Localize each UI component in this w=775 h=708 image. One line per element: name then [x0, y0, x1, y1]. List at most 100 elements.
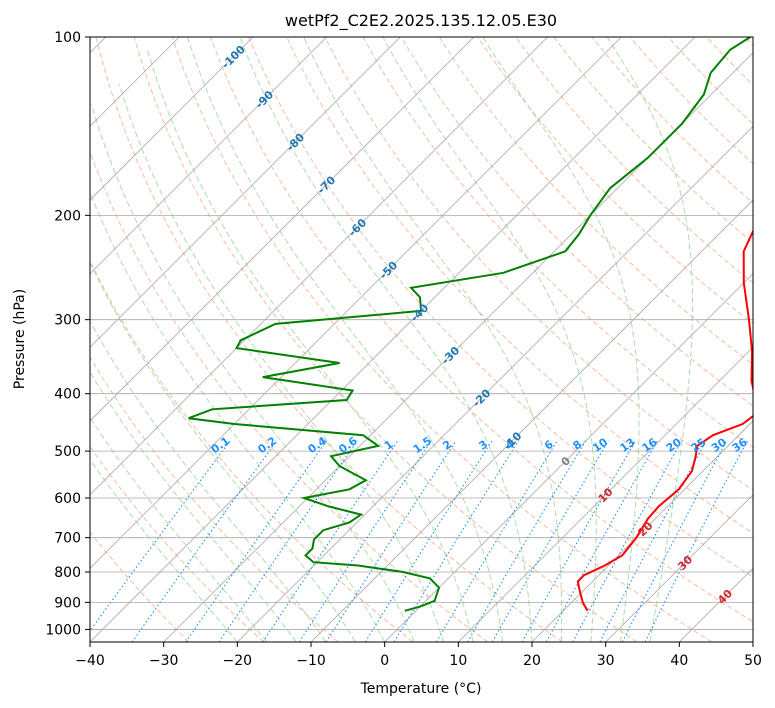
dry-adiabat [477, 37, 753, 325]
dry-adiabat [133, 37, 638, 642]
mixing-ratio-label: 8 [571, 438, 585, 453]
isotherm-label: 10 [596, 485, 616, 505]
moist-adiabat [482, 37, 640, 642]
mixing-ratio-label: 0.1 [209, 434, 232, 456]
y-axis-label: Pressure (hPa) [12, 289, 28, 389]
dry-adiabat [553, 37, 753, 244]
isotherm-label: -80 [284, 131, 307, 154]
mixing-ratio-line [90, 440, 231, 632]
isotherm-line [90, 37, 696, 642]
mixing-ratio-label: 16 [640, 435, 660, 455]
dry-adiabat [90, 150, 488, 642]
x-tick-label: 50 [744, 653, 762, 669]
moist-adiabat [382, 37, 597, 642]
y-tick-label: 200 [54, 208, 81, 224]
mixing-ratio-label: 1 [382, 438, 396, 453]
isotherm-line [90, 37, 401, 348]
isotherm-line [605, 494, 753, 642]
mixing-ratio-line [393, 440, 520, 642]
isotherm-line [90, 37, 254, 201]
moist-adiabat [606, 37, 694, 642]
moist-adiabat [90, 458, 238, 642]
dry-adiabat [90, 445, 264, 642]
mixing-ratio-line [572, 440, 683, 642]
mixing-ratio-line [262, 440, 399, 642]
mixing-ratio-line [325, 440, 457, 642]
mixing-ratio-label: 36 [730, 435, 750, 455]
mixing-ratio-line [545, 440, 659, 642]
isotherm-line [531, 420, 753, 642]
mixing-ratio-label: 2 [440, 438, 454, 453]
dry-adiabat [668, 37, 753, 125]
plot-frame [89, 36, 754, 643]
mixing-ratio-line [644, 440, 748, 642]
isotherm-label: -50 [377, 259, 400, 282]
isotherm-label: -20 [470, 386, 493, 409]
x-tick-label: −40 [75, 653, 105, 669]
isotherm-line [90, 37, 622, 569]
dry-adiabat [90, 531, 190, 642]
moist-adiabat [90, 261, 356, 642]
mixing-ratio-line [435, 440, 558, 642]
isotherm-line [752, 641, 753, 642]
isotherm-line [310, 199, 753, 642]
x-tick-label: 10 [449, 653, 467, 669]
dry-adiabat [706, 37, 753, 86]
isotherm-line [90, 37, 327, 275]
dry-adiabat [90, 356, 339, 642]
mixing-ratio-label: 1.5 [411, 434, 434, 456]
mixing-ratio-line [298, 440, 432, 642]
moist-adiabat [90, 416, 268, 642]
dewpoint-profile [188, 37, 751, 612]
x-tick-label: −10 [296, 653, 326, 669]
dry-adiabat [401, 37, 753, 407]
isotherm-label: -60 [346, 216, 369, 239]
dry-adiabat [248, 37, 753, 578]
profile-lines [188, 37, 753, 612]
dry-adiabat [210, 37, 753, 623]
dry-adiabat [172, 37, 712, 642]
x-tick-label: 40 [670, 653, 688, 669]
x-tick-label: 20 [523, 653, 541, 669]
x-axis-label: Temperature (°C) [360, 681, 482, 697]
temperature-profile [576, 228, 753, 612]
mixing-ratio-label: 0.4 [306, 434, 330, 456]
y-tick-label: 1000 [45, 622, 81, 638]
moist-adiabat [90, 370, 297, 642]
mixing-ratio-label: 30 [709, 435, 729, 455]
x-tick-label: 30 [597, 653, 615, 669]
moist-adiabat [146, 49, 474, 642]
isotherm-line [237, 125, 753, 642]
y-tick-label: 900 [54, 595, 81, 611]
mixing-ratio-line [467, 440, 587, 642]
y-tick-label: 100 [54, 30, 81, 46]
mixing-ratio-line [218, 440, 358, 642]
x-tick-label: −20 [223, 653, 253, 669]
isotherm-line [90, 37, 548, 496]
dry-adiabat [439, 37, 753, 366]
moist-adiabat [187, 37, 503, 642]
mixing-ratio-label: 0.6 [336, 434, 360, 456]
isotherm-line [384, 273, 753, 642]
background-lines [90, 37, 753, 642]
mixing-ratio-line [131, 440, 278, 642]
mixing-ratio-line [185, 440, 328, 642]
dry-adiabat [286, 37, 753, 534]
dry-adiabat [90, 259, 414, 642]
y-tick-label: 700 [54, 531, 81, 547]
moist-adiabat [239, 37, 533, 642]
dry-adiabat [744, 37, 753, 47]
isotherm-label: 0 [559, 454, 574, 469]
dry-adiabat [362, 37, 753, 449]
isotherm-label: 30 [675, 553, 695, 573]
y-tick-label: 400 [54, 387, 81, 403]
y-tick-label: 600 [54, 491, 81, 507]
dry-adiabat [591, 37, 753, 204]
mixing-ratio-line [599, 440, 707, 642]
isotherm-label: 40 [715, 587, 735, 607]
isotherm-label: -40 [408, 301, 431, 324]
y-tick-label: 500 [54, 444, 81, 460]
moist-adiabat [303, 37, 563, 642]
isotherm-line [458, 346, 753, 642]
